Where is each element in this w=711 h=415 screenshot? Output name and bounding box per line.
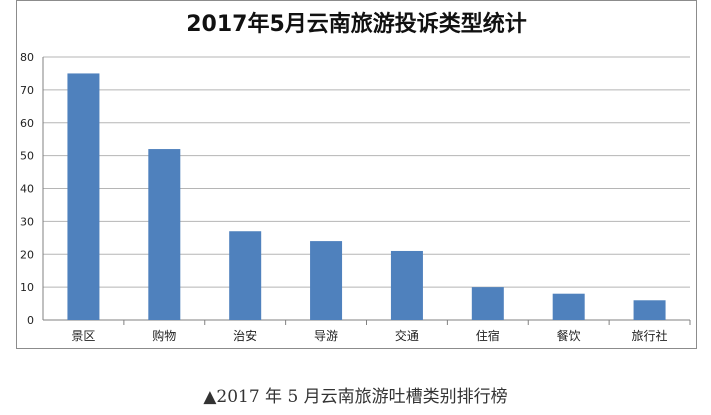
- bar: [633, 300, 666, 320]
- bar: [148, 149, 181, 320]
- bar: [552, 293, 585, 320]
- x-tick-label: 旅行社: [632, 328, 668, 343]
- bar: [310, 241, 343, 320]
- x-tick-label: 住宿: [476, 328, 500, 343]
- x-tick-label: 交通: [395, 328, 419, 343]
- bar-chart: 0 10 20 30 40 50 60 70 80 景区 购物 治安 导游 交通 住宿 餐饮 旅行社: [20, 51, 691, 343]
- y-tick-label: 10: [20, 281, 34, 294]
- y-tick-label: 20: [20, 248, 34, 261]
- y-tick-label: 40: [20, 183, 34, 196]
- bar: [229, 231, 262, 320]
- bar: [67, 73, 100, 320]
- x-tick-label: 购物: [152, 328, 176, 343]
- x-tick-label: 治安: [233, 328, 257, 343]
- chart-title: 2017年5月云南旅游投诉类型统计: [186, 12, 527, 37]
- y-tick-label: 30: [20, 215, 34, 228]
- y-tick-label: 0: [27, 314, 34, 327]
- chart-frame: [16, 0, 697, 349]
- x-tick-label: 餐饮: [557, 328, 581, 343]
- y-tick-label: 50: [20, 150, 34, 163]
- x-tick-label: 景区: [71, 329, 95, 343]
- x-tick-label: 导游: [314, 329, 338, 343]
- y-tick-label: 60: [20, 117, 34, 130]
- bar: [390, 250, 423, 320]
- figure-caption: ▲2017 年 5 月云南旅游吐槽类别排行榜: [203, 387, 508, 407]
- bar: [471, 287, 504, 320]
- y-tick-label: 80: [20, 51, 34, 64]
- y-tick-label: 70: [20, 84, 34, 97]
